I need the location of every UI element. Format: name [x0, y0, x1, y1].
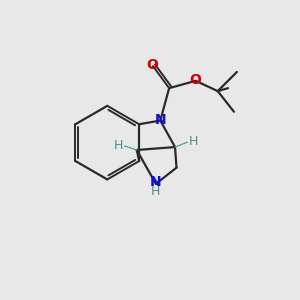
Text: O: O: [146, 58, 158, 73]
Text: O: O: [190, 73, 202, 87]
Text: N: N: [154, 113, 166, 127]
Text: H: H: [151, 185, 160, 198]
Text: H: H: [113, 139, 123, 152]
Text: N: N: [150, 175, 162, 189]
Text: H: H: [189, 135, 198, 148]
